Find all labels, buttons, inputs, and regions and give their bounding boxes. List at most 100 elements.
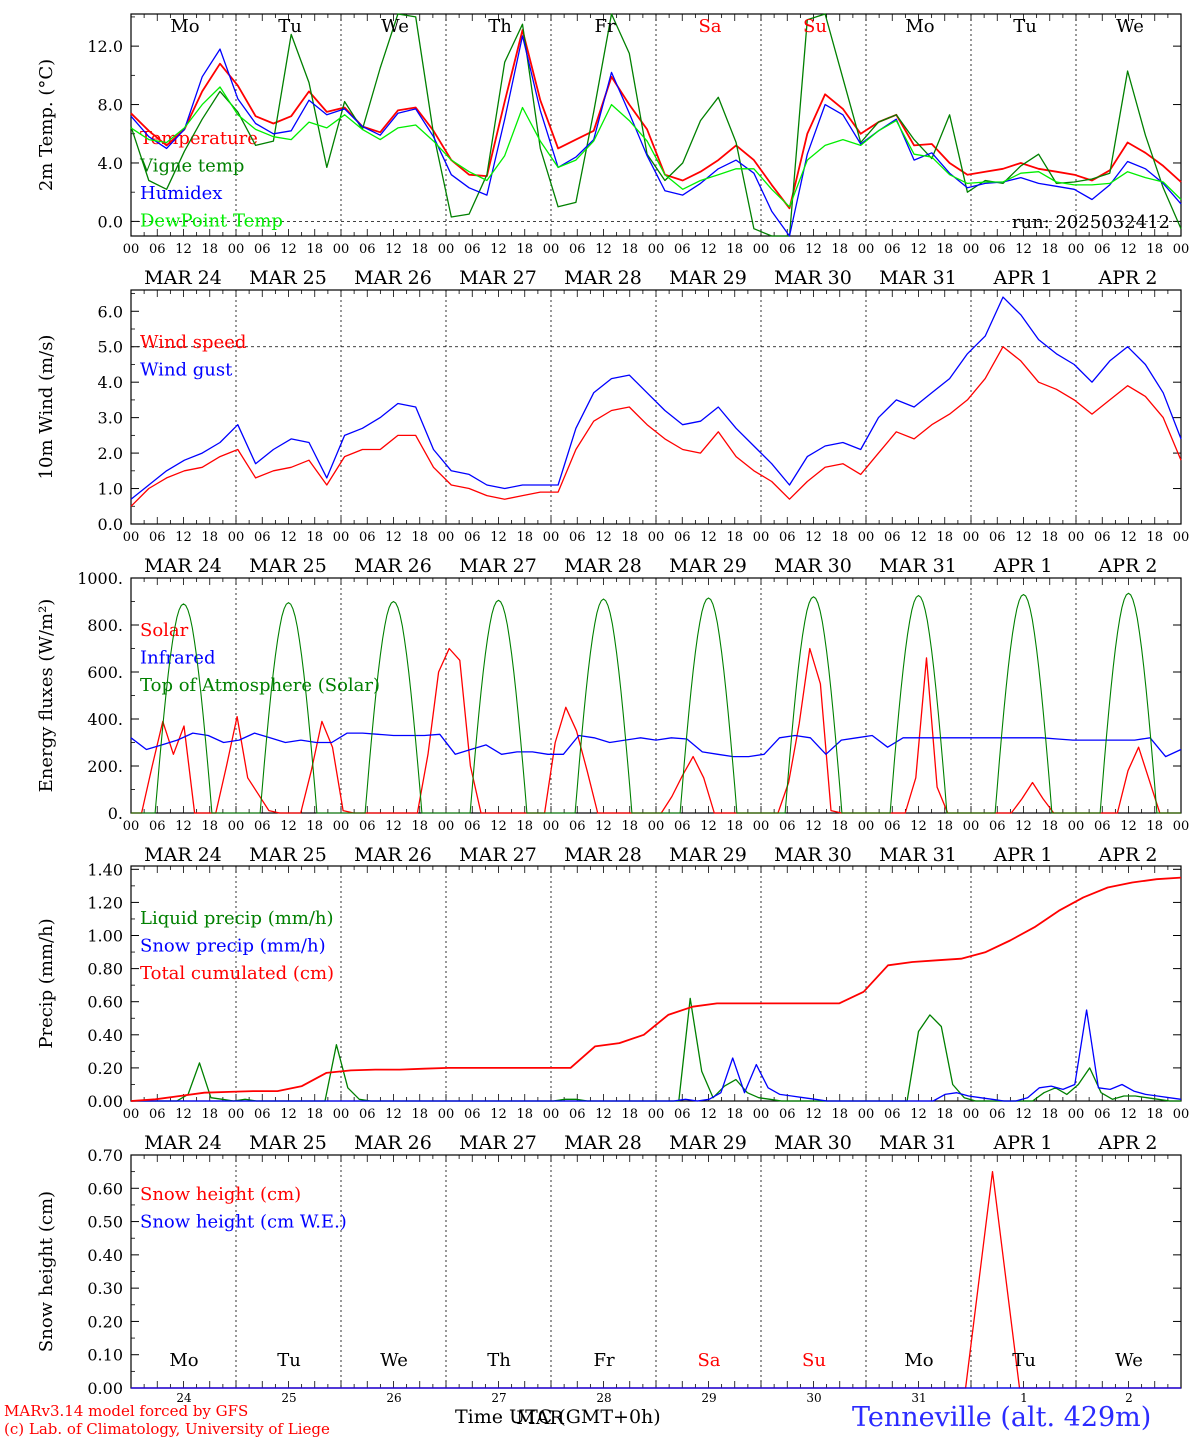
legend-entry: Vigne temp bbox=[139, 156, 244, 177]
weekday-label: Th bbox=[488, 16, 512, 37]
weekday-label: We bbox=[1116, 16, 1144, 37]
hour-label: 00 bbox=[963, 1107, 980, 1122]
hour-label: 00 bbox=[648, 530, 665, 545]
hour-label: 06 bbox=[989, 819, 1006, 834]
day-label: MAR 29 bbox=[669, 555, 747, 577]
y-tick-label: 0.60 bbox=[87, 1179, 123, 1198]
hour-label: 18 bbox=[516, 530, 533, 545]
hour-label: 06 bbox=[779, 819, 796, 834]
day-number-label: 29 bbox=[701, 1391, 716, 1405]
y-axis-title: Snow height (cm) bbox=[36, 1191, 57, 1352]
weekday-label: Tu bbox=[278, 16, 302, 37]
y-tick-label: 0.10 bbox=[87, 1346, 123, 1365]
day-number-label: 31 bbox=[911, 1391, 926, 1405]
hour-label: 12 bbox=[385, 1107, 402, 1122]
series-line-dewpoint-temp bbox=[130, 86, 1182, 208]
legend-entry: Top of Atmosphere (Solar) bbox=[140, 675, 380, 696]
day-label: APR 1 bbox=[993, 267, 1053, 289]
hour-label: 18 bbox=[411, 530, 428, 545]
legend-entry: Temperature bbox=[140, 128, 258, 149]
hour-label: 18 bbox=[936, 530, 953, 545]
hour-label: 18 bbox=[306, 530, 323, 545]
hour-label: 18 bbox=[201, 1107, 218, 1122]
hour-label: 18 bbox=[831, 819, 848, 834]
weekday-label: Mo bbox=[170, 16, 199, 37]
weekday-label: Fr bbox=[593, 1350, 614, 1371]
precip-panel: 0.00 0.20 0.40 0.60 0.80 1.00 1.20 1.40 Precip (… bbox=[36, 860, 1189, 1154]
day-label: MAR 30 bbox=[774, 1132, 852, 1154]
hour-label: 06 bbox=[884, 1107, 901, 1122]
hour-label: 18 bbox=[201, 819, 218, 834]
series-line-wind-speed bbox=[130, 346, 1182, 507]
day-label: MAR 28 bbox=[564, 1132, 642, 1154]
hour-label: 00 bbox=[333, 1107, 350, 1122]
hour-label: 06 bbox=[1094, 819, 1111, 834]
hour-label: 00 bbox=[1068, 819, 1085, 834]
hour-label: 06 bbox=[359, 242, 376, 257]
hour-label: 18 bbox=[1041, 530, 1058, 545]
day-label: MAR 28 bbox=[564, 267, 642, 289]
hour-label: 00 bbox=[858, 530, 875, 545]
y-tick-label: 0.40 bbox=[87, 1246, 123, 1265]
weekday-label: Mo bbox=[904, 1350, 933, 1371]
hour-label: 00 bbox=[543, 242, 560, 257]
hour-label: 00 bbox=[438, 1107, 455, 1122]
weekday-label: Sa bbox=[697, 1350, 720, 1371]
hour-label: 12 bbox=[595, 1107, 612, 1122]
hour-label: 12 bbox=[280, 1107, 297, 1122]
hour-label: 18 bbox=[516, 1107, 533, 1122]
hour-label: 00 bbox=[228, 242, 245, 257]
hour-label: 18 bbox=[411, 819, 428, 834]
day-label: MAR 31 bbox=[879, 1132, 957, 1154]
hour-label: 12 bbox=[1015, 242, 1032, 257]
hour-label: 18 bbox=[306, 242, 323, 257]
energy-panel: 0. 200. 400. 600. 800. 1000. Energy fluxes (W/… bbox=[36, 569, 1189, 866]
day-label: APR 2 bbox=[1098, 267, 1158, 289]
hour-label: 00 bbox=[648, 1107, 665, 1122]
y-tick-label: 6.0 bbox=[98, 302, 123, 321]
legend-entry: Snow height (cm) bbox=[140, 1184, 301, 1205]
y-tick-label: 0.40 bbox=[87, 1026, 123, 1045]
hour-label: 18 bbox=[1041, 242, 1058, 257]
hour-label: 18 bbox=[726, 819, 743, 834]
hour-label: 12 bbox=[490, 1107, 507, 1122]
hour-label: 18 bbox=[936, 242, 953, 257]
series-line-toa bbox=[131, 592, 1181, 814]
day-label: MAR 28 bbox=[564, 844, 642, 866]
day-label: APR 1 bbox=[993, 844, 1053, 866]
hour-label: 06 bbox=[464, 242, 481, 257]
day-label: MAR 31 bbox=[879, 267, 957, 289]
hour-label: 18 bbox=[936, 819, 953, 834]
y-tick-label: 1.0 bbox=[98, 480, 123, 499]
hour-label: 12 bbox=[910, 1107, 927, 1122]
day-label: APR 1 bbox=[993, 1132, 1053, 1154]
hour-label: 12 bbox=[490, 530, 507, 545]
hour-label: 06 bbox=[464, 819, 481, 834]
hour-label: 06 bbox=[1094, 530, 1111, 545]
hour-label: 00 bbox=[858, 1107, 875, 1122]
hour-label: 18 bbox=[201, 530, 218, 545]
legend-entry: Total cumulated (cm) bbox=[140, 963, 334, 984]
hour-label: 12 bbox=[700, 819, 717, 834]
day-label: MAR 31 bbox=[879, 844, 957, 866]
y-tick-label: 200. bbox=[87, 757, 123, 776]
hour-label: 18 bbox=[1041, 1107, 1058, 1122]
day-label: MAR 29 bbox=[669, 844, 747, 866]
hour-label: 00 bbox=[1068, 242, 1085, 257]
hour-label: 06 bbox=[1094, 1107, 1111, 1122]
y-tick-label: 4.0 bbox=[98, 154, 123, 173]
weekday-label: We bbox=[380, 1350, 408, 1371]
hour-label: 00 bbox=[858, 242, 875, 257]
y-tick-label: 1.00 bbox=[87, 927, 123, 946]
hour-label: 06 bbox=[464, 1107, 481, 1122]
hour-label: 18 bbox=[306, 1107, 323, 1122]
hour-label: 00 bbox=[228, 819, 245, 834]
y-tick-label: 1.40 bbox=[87, 860, 123, 879]
hour-label: 00 bbox=[333, 242, 350, 257]
hour-label: 12 bbox=[280, 819, 297, 834]
y-tick-label: 4.0 bbox=[98, 373, 123, 392]
weekday-label: Su bbox=[803, 16, 827, 37]
hour-label: 00 bbox=[1173, 530, 1190, 545]
hour-label: 00 bbox=[543, 530, 560, 545]
